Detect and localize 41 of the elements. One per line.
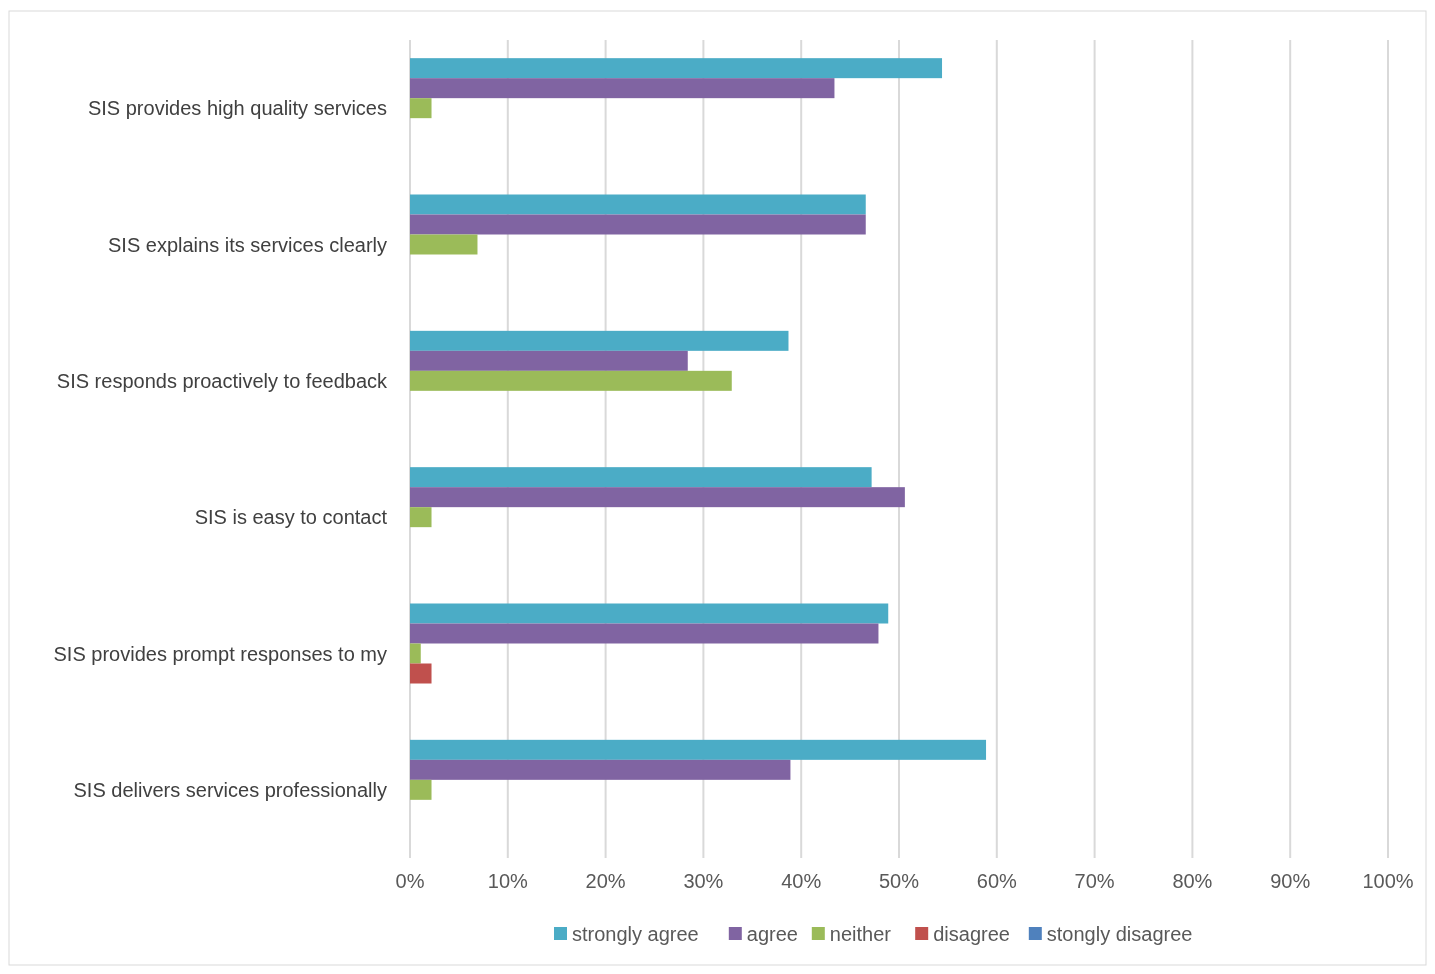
legend-label: agree: [746, 923, 798, 945]
bar: [410, 603, 889, 624]
bar: [410, 58, 943, 79]
bar: [410, 78, 835, 99]
y-tick-label: SIS provides prompt responses to my: [53, 642, 387, 665]
y-tick-label: SIS delivers services professionally: [73, 778, 387, 801]
bar: [410, 370, 732, 391]
y-tick-label: SIS explains its services clearly: [108, 233, 387, 256]
bar: [410, 663, 432, 684]
x-tick-label: 100%: [1362, 870, 1414, 892]
legend-label: stongly disagree: [1046, 923, 1193, 945]
bar: [410, 234, 478, 255]
bar: [410, 214, 866, 235]
bar: [410, 330, 789, 351]
bar: [410, 98, 432, 119]
x-tick-label: 10%: [487, 870, 529, 892]
bar: [410, 779, 432, 800]
x-tick-label: 50%: [878, 870, 920, 892]
bar: [410, 507, 432, 528]
x-tick-label: 0%: [395, 870, 425, 892]
x-tick-label: 60%: [976, 870, 1018, 892]
y-tick-label: SIS provides high quality services: [87, 97, 387, 120]
y-tick-label: SIS is easy to contact: [194, 506, 388, 529]
x-tick-label: 90%: [1270, 870, 1311, 892]
x-tick-label: 40%: [781, 870, 822, 892]
y-tick-label: SIS responds proactively to feedback: [56, 369, 388, 392]
legend-label: strongly agree: [572, 923, 699, 945]
x-tick-label: 70%: [1074, 870, 1115, 892]
legend-label: disagree: [933, 923, 1010, 945]
bar: [410, 194, 866, 215]
bar: [410, 350, 688, 371]
bar: [410, 643, 421, 664]
x-tick-label: 80%: [1172, 870, 1213, 892]
bar: [410, 739, 987, 760]
bar: [410, 623, 879, 644]
bar: [410, 759, 791, 780]
x-tick-label: 30%: [683, 870, 724, 892]
bar: [410, 487, 905, 508]
x-tick-label: 20%: [585, 870, 626, 892]
bar: [410, 467, 872, 488]
legend-label: neither: [829, 923, 892, 945]
